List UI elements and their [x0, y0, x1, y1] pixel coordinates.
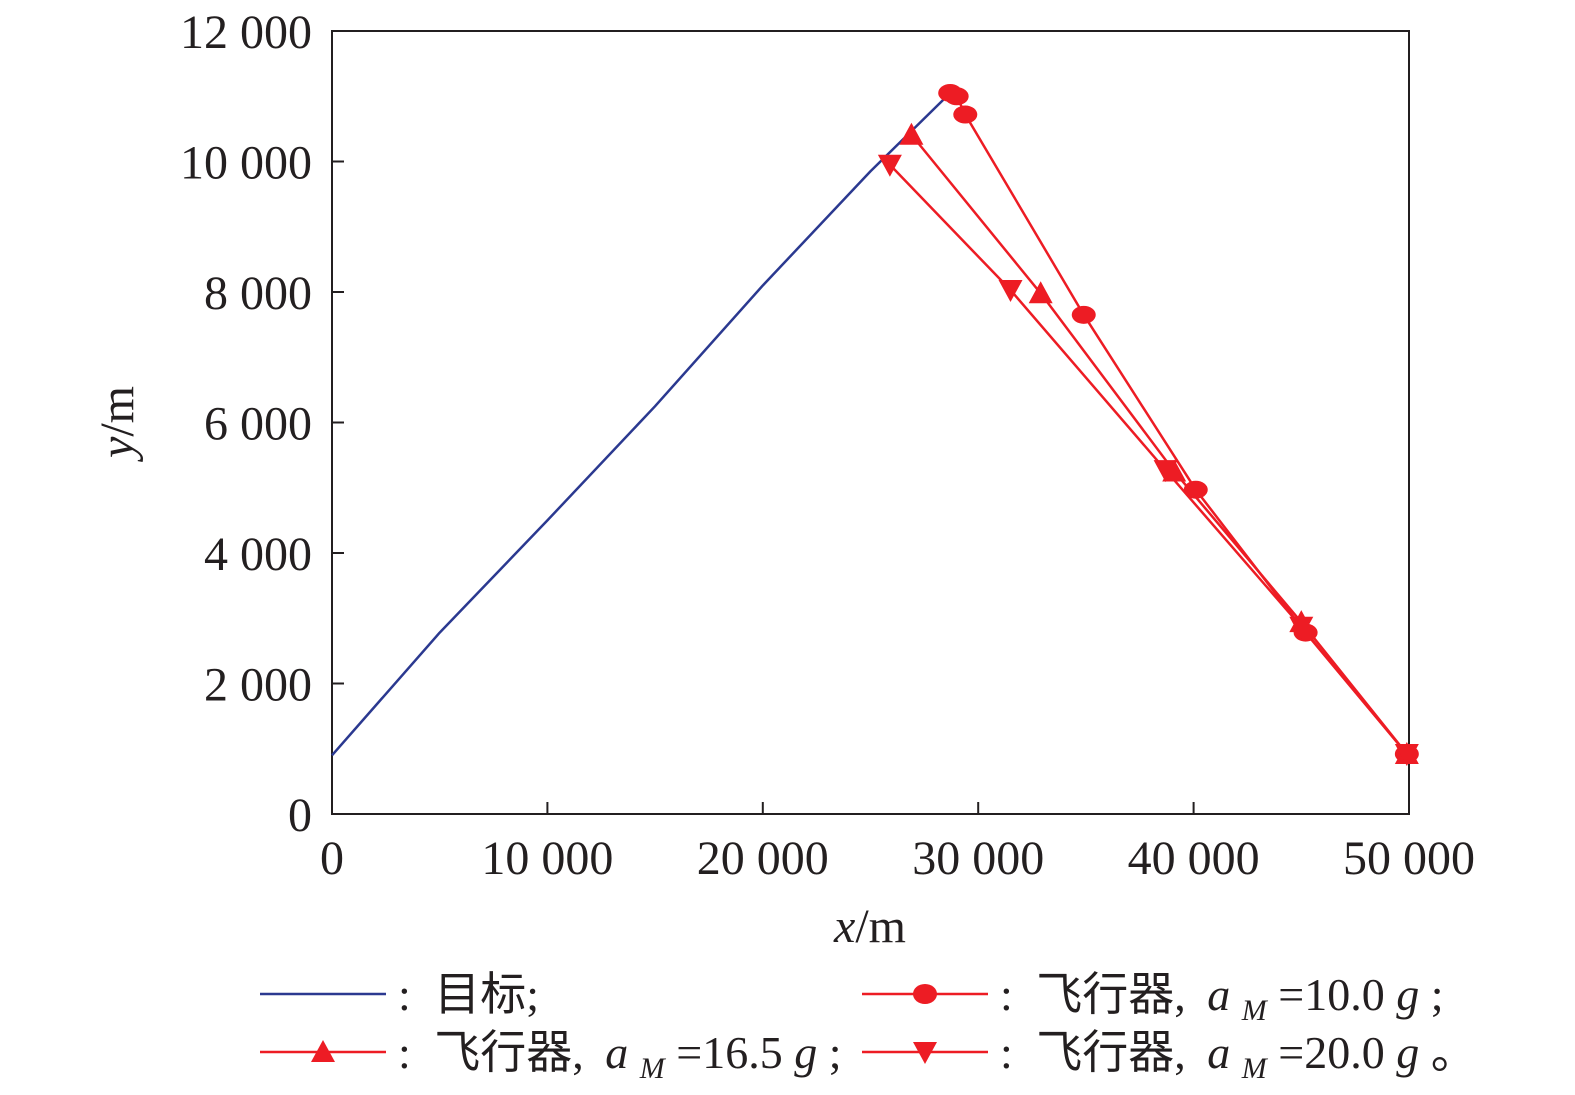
svg-text:: 飞行器, a: : 飞行器, a M =20.0 g 。: [1000, 1027, 1477, 1088]
legend-label-m10-sub: M: [1241, 994, 1269, 1027]
legend-label-target: 目标;: [434, 969, 539, 1020]
legend-label-m165-a: a: [605, 1027, 628, 1078]
legend: : 目标; : 飞行器, a M =10.0 g ; : 飞行器, a: [260, 969, 1477, 1088]
legend-sep: :: [398, 969, 411, 1020]
data-point-triangle-down: [1153, 460, 1178, 483]
series-lines: [331, 91, 1408, 757]
data-point-triangle-down: [1289, 616, 1314, 639]
legend-item-m10: : 飞行器, a M =10.0 g ;: [862, 969, 1444, 1030]
legend-label-m20-a: a: [1207, 1027, 1230, 1078]
svg-text:: 目标;: : 目标;: [398, 969, 539, 1020]
legend-item-target: : 目标;: [260, 969, 539, 1020]
data-point-triangle-down: [1394, 743, 1419, 766]
data-point-triangle-up: [899, 122, 924, 145]
legend-label-m10-g: g: [1396, 969, 1419, 1020]
legend-sep: :: [1000, 1027, 1013, 1078]
series-line-2: [910, 133, 1408, 755]
legend-label-m165-eq: =16.5: [676, 1027, 782, 1078]
legend-label-m20-prefix: 飞行器,: [1036, 1027, 1186, 1078]
series-line-0: [331, 92, 952, 757]
data-point-triangle-down: [877, 154, 902, 177]
legend-sep: :: [398, 1027, 411, 1078]
series-markers: [877, 83, 1419, 766]
x-tick-label: 30 000: [912, 832, 1044, 885]
svg-text:: 飞行器, a: : 飞行器, a M =10.0 g ;: [1000, 969, 1444, 1030]
legend-label-m20-suffix: 。: [1431, 1027, 1477, 1078]
series-line-3: [888, 163, 1408, 755]
data-point-triangle-up: [1028, 281, 1053, 304]
y-tick-label: 0: [288, 789, 312, 842]
y-tick-label: 10 000: [180, 137, 312, 190]
x-tick-label: 50 000: [1343, 832, 1475, 885]
x-tick-label: 40 000: [1128, 832, 1260, 885]
data-point-circle: [953, 105, 978, 124]
legend-label-m10-prefix: 飞行器,: [1036, 969, 1186, 1020]
legend-label-m165-suffix: ;: [829, 1027, 842, 1078]
axis-ticks: [331, 30, 1410, 815]
data-point-triangle-down: [998, 280, 1023, 303]
x-axis-title: x/m: [833, 900, 906, 953]
y-tick-label: 6 000: [204, 398, 312, 451]
y-axis-title: y/m: [91, 386, 144, 463]
y-tick-label: 12 000: [180, 6, 312, 59]
legend-label-m165-prefix: 飞行器,: [434, 1027, 584, 1078]
y-tick-label: 2 000: [204, 659, 312, 712]
legend-label-m165-sub: M: [639, 1052, 667, 1085]
series-line-1: [949, 91, 1408, 755]
legend-label-m165-g: g: [794, 1027, 817, 1078]
legend-marker-triangle-down: [913, 1042, 937, 1064]
legend-item-m20: : 飞行器, a M =20.0 g 。: [862, 1027, 1477, 1088]
y-tick-label: 4 000: [204, 528, 312, 581]
legend-label-m20-g: g: [1396, 1027, 1419, 1078]
svg-text:: 飞行器, a: : 飞行器, a M =16.5 g ;: [398, 1027, 842, 1088]
legend-marker-triangle-up: [311, 1040, 335, 1062]
data-point-circle: [944, 87, 969, 106]
data-point-circle: [1071, 305, 1096, 324]
legend-item-m165: : 飞行器, a M =16.5 g ;: [260, 1027, 842, 1088]
x-tick-label: 20 000: [697, 832, 829, 885]
plot-frame: [331, 30, 1410, 815]
legend-label-m20-eq: =20.0: [1278, 1027, 1384, 1078]
legend-label-m10-eq: =10.0: [1278, 969, 1384, 1020]
y-tick-label: 8 000: [204, 267, 312, 320]
legend-label-m10-suffix: ;: [1431, 969, 1444, 1020]
data-point-circle: [1183, 480, 1208, 499]
legend-sep: :: [1000, 969, 1013, 1020]
legend-label-m20-sub: M: [1241, 1052, 1269, 1085]
x-tick-label: 10 000: [481, 832, 613, 885]
tick-labels: 0 10 000 20 000 30 000 40 000 50 000 0 2 000 4 0…: [180, 6, 1475, 885]
legend-label-m10-a: a: [1207, 969, 1230, 1020]
x-tick-label: 0: [320, 832, 344, 885]
legend-marker-circle: [913, 984, 937, 1004]
